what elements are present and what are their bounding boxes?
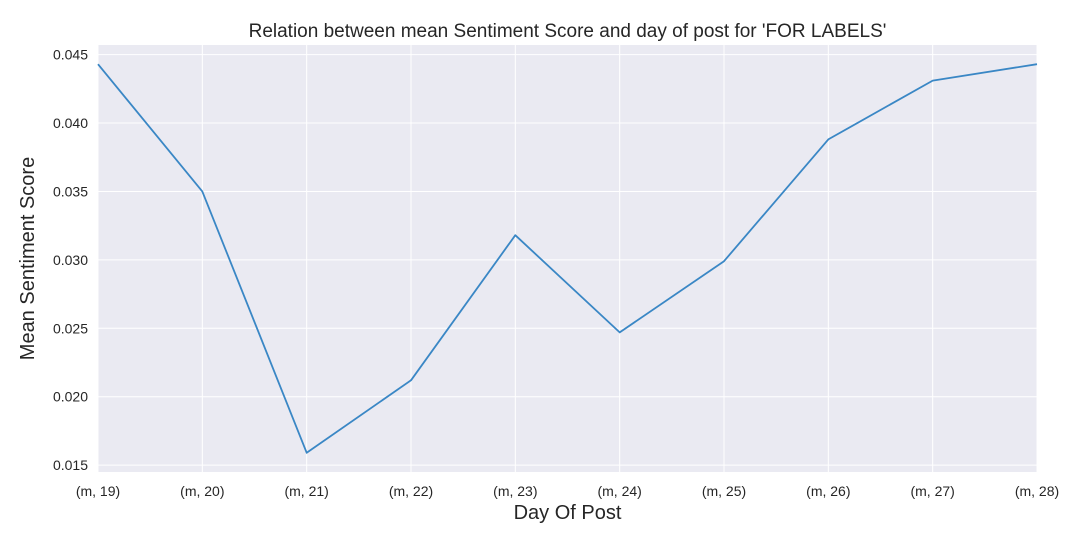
x-tick-label: (m, 27) — [910, 483, 954, 499]
gridlines — [97, 45, 1038, 472]
series-line — [97, 63, 1038, 454]
y-axis-label: Mean Sentiment Score — [17, 157, 39, 360]
y-axis-ticks: 0.015 0.020 0.025 0.030 0.035 0.040 0.045 — [53, 47, 88, 474]
x-tick-label: (m, 19) — [76, 483, 120, 499]
y-tick-label: 0.015 — [53, 457, 88, 473]
y-tick-label: 0.040 — [53, 115, 88, 131]
x-tick-label: (m, 22) — [389, 483, 433, 499]
x-tick-label: (m, 23) — [493, 483, 537, 499]
x-tick-label: (m, 21) — [284, 483, 328, 499]
x-tick-label: (m, 28) — [1015, 483, 1059, 499]
x-tick-label: (m, 25) — [702, 483, 746, 499]
plot-area — [98, 45, 1037, 472]
x-tick-label: (m, 24) — [597, 483, 641, 499]
x-axis-ticks: (m, 19) (m, 20) (m, 21) (m, 22) (m, 23) (m, 2… — [76, 483, 1059, 499]
x-axis-label: Day Of Post — [514, 502, 622, 524]
chart-title: Relation between mean Sentiment Score an… — [249, 21, 887, 42]
y-tick-label: 0.045 — [53, 47, 88, 63]
x-tick-label: (m, 26) — [806, 483, 850, 499]
y-tick-label: 0.020 — [53, 389, 88, 405]
y-tick-label: 0.025 — [53, 320, 88, 336]
y-tick-label: 0.030 — [53, 252, 88, 268]
x-tick-label: (m, 20) — [180, 483, 224, 499]
y-tick-label: 0.035 — [53, 183, 88, 199]
